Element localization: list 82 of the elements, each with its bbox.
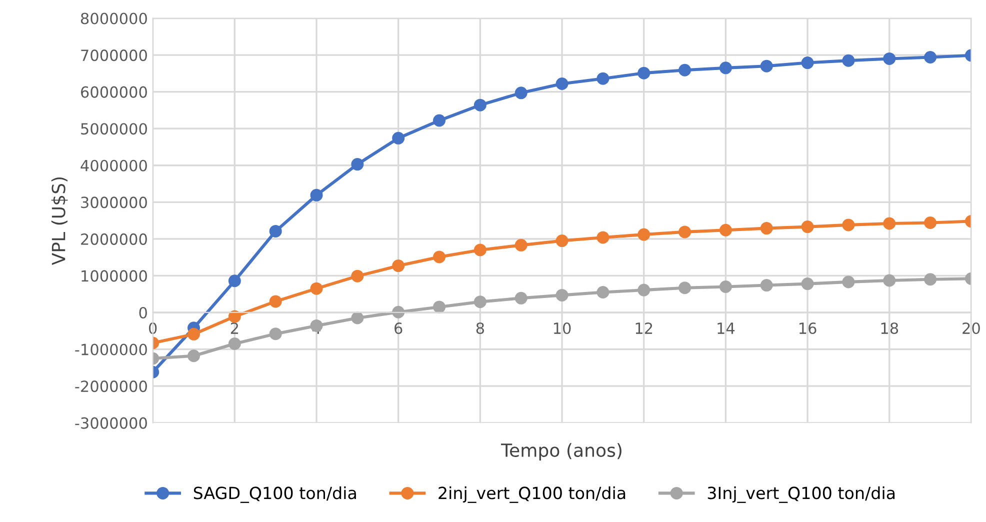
point	[638, 284, 650, 296]
point	[638, 66, 650, 80]
point	[556, 288, 568, 302]
y-tick-label: 3000000	[81, 196, 147, 208]
point	[514, 238, 528, 252]
x-tick-label: 8	[476, 322, 484, 334]
point	[924, 273, 937, 286]
legend-label: SAGD_Q100 ton/dia	[194, 486, 356, 503]
point	[392, 260, 405, 272]
point	[842, 218, 855, 232]
point	[719, 280, 732, 293]
point	[801, 220, 814, 234]
x-axis-title: Tempo (anos)	[500, 443, 622, 461]
point	[514, 86, 528, 100]
y-tick-label: 7000000	[81, 50, 147, 62]
y-tick-label: -3000000	[75, 417, 147, 429]
x-tick-label: 12	[636, 322, 652, 334]
y-tick-label: 4000000	[80, 160, 147, 172]
x-tick-label: 16	[799, 322, 816, 334]
point	[228, 274, 241, 288]
point	[719, 224, 732, 236]
point	[474, 98, 486, 112]
y-axis-title: VPL (U$S)	[51, 177, 68, 266]
point	[596, 286, 610, 299]
point	[188, 328, 200, 340]
point	[678, 64, 692, 76]
point	[678, 282, 692, 294]
point	[556, 234, 568, 248]
point	[842, 276, 855, 288]
point	[310, 188, 323, 202]
point	[392, 306, 405, 318]
point	[351, 312, 364, 324]
point	[596, 72, 610, 85]
y-tick-label: -2000000	[75, 380, 147, 392]
point	[638, 228, 650, 241]
y-tick-label: 8000000	[80, 12, 147, 24]
point	[678, 226, 692, 238]
point	[760, 222, 773, 235]
point	[760, 60, 773, 72]
point	[433, 114, 446, 127]
point	[228, 310, 241, 323]
y-tick-label: 1000000	[82, 270, 147, 282]
point	[433, 250, 446, 264]
point	[924, 216, 937, 229]
point	[883, 217, 896, 230]
point	[351, 270, 364, 282]
y-tick-label: 0	[139, 306, 147, 319]
point	[269, 328, 282, 340]
x-tick-label: 2	[230, 322, 238, 334]
legend-label: 3Inj_vert_Q100 ton/dia	[708, 486, 895, 503]
point	[474, 244, 486, 256]
point	[842, 54, 855, 67]
point	[188, 350, 200, 362]
point	[433, 300, 446, 314]
x-tick-label: 6	[394, 322, 402, 334]
y-tick-label: 6000000	[80, 86, 147, 98]
point	[269, 224, 282, 238]
y-tick-label: -1000000	[75, 344, 147, 356]
y-tick-label: 2000000	[81, 233, 147, 245]
point	[269, 295, 282, 308]
point	[801, 56, 814, 70]
point	[883, 274, 896, 287]
y-tick-label: 5000000	[81, 123, 147, 135]
x-tick-label: 0	[148, 322, 157, 334]
point	[556, 77, 568, 90]
point	[760, 279, 773, 292]
legend-label: 2inj_vert_Q100 ton/dia	[438, 486, 626, 503]
point	[801, 278, 814, 290]
point	[514, 292, 528, 304]
point	[351, 158, 364, 171]
point	[883, 52, 896, 65]
point	[719, 62, 732, 74]
x-tick-label: 14	[718, 322, 735, 334]
point	[228, 338, 241, 350]
point	[474, 296, 486, 308]
point	[924, 51, 937, 64]
x-tick-label: 18	[881, 322, 898, 334]
point	[392, 132, 405, 144]
x-tick-label: 10	[554, 322, 571, 334]
point	[596, 231, 610, 244]
point	[310, 282, 323, 295]
x-tick-label: 20	[962, 322, 980, 334]
